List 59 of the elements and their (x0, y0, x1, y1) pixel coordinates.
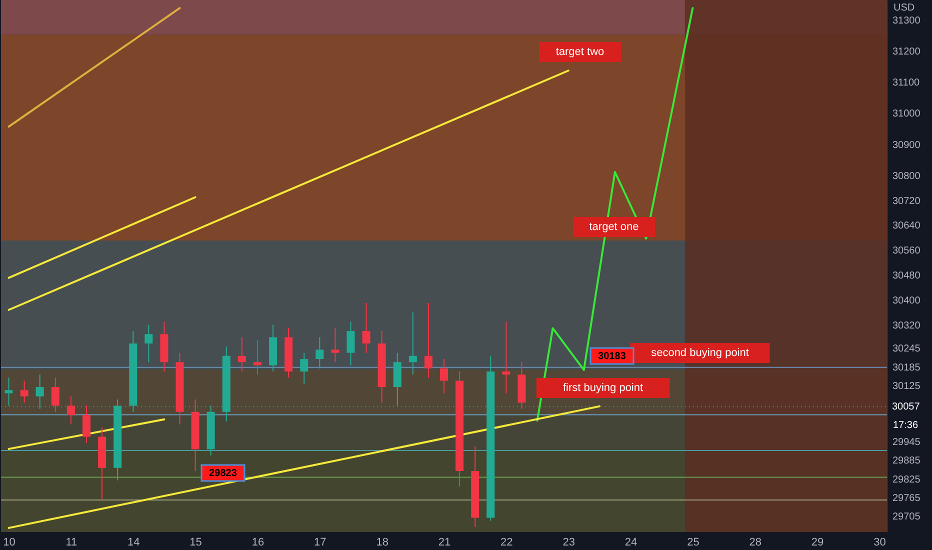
x-tick-label: 23 (562, 536, 575, 548)
annotation: 30183 (598, 351, 626, 362)
y-tick-label: 29765 (892, 492, 921, 504)
candlestick (4, 377, 13, 406)
y-axis-title: USD (894, 2, 915, 14)
y-tick-label: 30800 (892, 170, 921, 182)
ref-line-label: 30057 (892, 402, 920, 413)
x-tick-label: 15 (190, 536, 202, 548)
y-tick-label: 31000 (892, 108, 921, 120)
x-tick-label: 29 (811, 536, 824, 548)
candlestick (300, 352, 308, 384)
text: 17:36 (893, 420, 918, 431)
y-tick-label: 31200 (892, 46, 921, 58)
candlestick (20, 380, 28, 404)
y-tick-label: 30560 (892, 246, 921, 257)
y-tick-label: 30320 (892, 320, 921, 332)
y-tick-label: 31100 (892, 78, 920, 89)
y-tick-label: 29825 (892, 474, 921, 486)
annotation: second buying point (651, 347, 749, 359)
x-tick-label: 25 (687, 536, 700, 548)
y-tick-label: 29705 (892, 512, 921, 523)
candlestick (238, 336, 246, 372)
y-tick-label: 29885 (892, 456, 921, 467)
annotation: first buying point (562, 382, 644, 394)
y-tick-label: 30640 (892, 220, 921, 232)
y-tick-label: 30900 (892, 140, 921, 151)
y-tick-label: 30480 (892, 270, 921, 282)
y-tick-label: 30125 (892, 380, 921, 392)
x-tick-label: 18 (376, 536, 388, 548)
candlestick (424, 302, 432, 378)
x-tick-label: 17 (314, 536, 326, 548)
y-tick-label: 31300 (892, 15, 921, 26)
x-tick-label: 10 (3, 536, 16, 548)
candlestick (440, 358, 448, 394)
y-tick-label: 30400 (892, 295, 921, 306)
candlestick (502, 321, 510, 394)
candlestick (253, 340, 262, 376)
x-tick-label: 30 (874, 536, 886, 548)
annotation: target one (589, 221, 639, 233)
x-tick-label: 16 (252, 536, 264, 548)
x-tick-label: 21 (438, 536, 451, 548)
x-tick-label: 28 (749, 536, 762, 548)
annotation: target two (556, 46, 604, 58)
x-tick-label: 14 (128, 536, 140, 548)
x-tick-label: 24 (624, 536, 638, 548)
candlestick (346, 321, 355, 366)
x-tick-label: 22 (500, 536, 513, 548)
candlestick (144, 324, 153, 363)
y-tick-label: 30185 (892, 362, 921, 374)
y-tick-label: 30245 (892, 344, 921, 355)
annotation: 29823 (209, 468, 238, 479)
x-tick-label: 11 (66, 536, 78, 548)
candlestick (331, 327, 340, 363)
candlestick (408, 312, 417, 376)
y-tick-label: 30720 (892, 196, 921, 207)
candlestick (36, 374, 44, 410)
candlestick (316, 336, 324, 369)
y-tick-label: 29945 (892, 436, 921, 448)
candlestick (362, 302, 370, 354)
